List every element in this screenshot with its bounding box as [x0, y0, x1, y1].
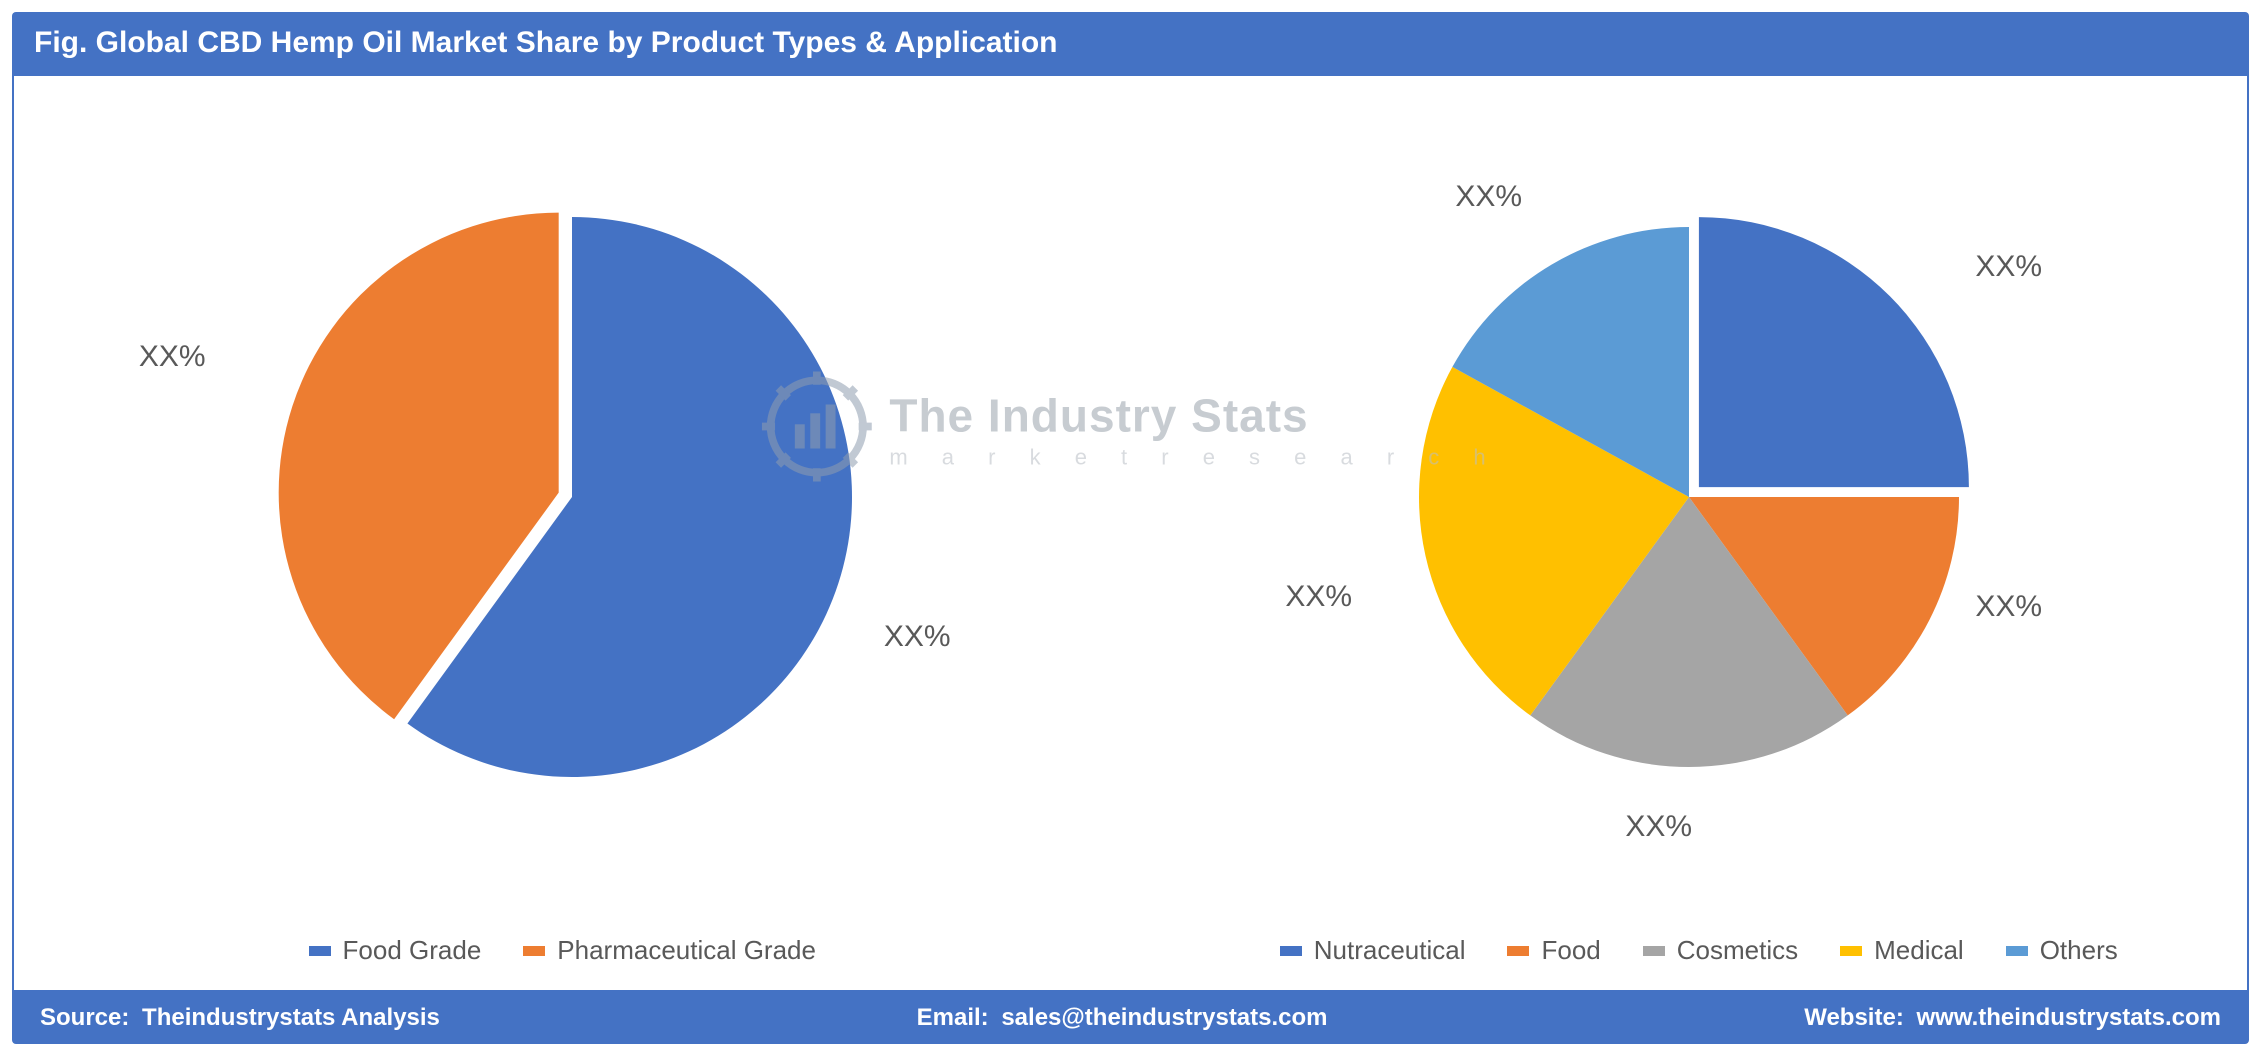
- legend-label: Food: [1541, 935, 1600, 966]
- footer-website-value: www.theindustrystats.com: [1916, 1004, 2221, 1031]
- legend-label: Cosmetics: [1677, 935, 1798, 966]
- footer-source-label: Source:: [40, 1004, 129, 1031]
- footer-email: Email: sales@theindustrystats.com: [917, 1004, 1328, 1032]
- legend-row: Food Grade Pharmaceutical Grade Nutraceut…: [14, 917, 2247, 990]
- pie-chart-product-types: XX% XX%: [14, 76, 1131, 917]
- legend-swatch: [523, 946, 545, 956]
- legend-right-item: Others: [2006, 935, 2118, 966]
- legend-left-item: Pharmaceutical Grade: [523, 935, 816, 966]
- pie-right-svg: [1389, 197, 1989, 797]
- legend-swatch: [1507, 946, 1529, 956]
- pie-left-slice-label: XX%: [884, 620, 951, 654]
- footer-website: Website: www.theindustrystats.com: [1804, 1004, 2221, 1032]
- pie-left-wrap: XX%XX%: [262, 187, 882, 807]
- pie-right-slice-label: XX%: [1975, 250, 2042, 284]
- pie-right-slice-label: XX%: [1625, 810, 1692, 844]
- legend-swatch: [309, 946, 331, 956]
- footer-bar: Source: Theindustrystats Analysis Email:…: [12, 992, 2249, 1044]
- pie-right-slice-label: XX%: [1285, 580, 1352, 614]
- legend-label: Nutraceutical: [1314, 935, 1466, 966]
- figure-title-bar: Fig. Global CBD Hemp Oil Market Share by…: [12, 12, 2249, 74]
- legend-application: Nutraceutical Food Cosmetics Medical Others: [1151, 935, 2248, 966]
- legend-right-item: Medical: [1840, 935, 1964, 966]
- legend-left-item: Food Grade: [309, 935, 482, 966]
- legend-swatch: [2006, 946, 2028, 956]
- legend-product-types: Food Grade Pharmaceutical Grade: [14, 935, 1111, 966]
- charts-row: XX% XX% XX% XX% XX% XX% XX%: [14, 76, 2247, 917]
- footer-source-value: Theindustrystats Analysis: [142, 1004, 440, 1031]
- figure-title: Fig. Global CBD Hemp Oil Market Share by…: [34, 26, 1058, 59]
- footer-email-value: sales@theindustrystats.com: [1001, 1004, 1327, 1031]
- legend-swatch: [1280, 946, 1302, 956]
- pie-right-slice-label: XX%: [1455, 180, 1522, 214]
- figure-container: Fig. Global CBD Hemp Oil Market Share by…: [12, 12, 2249, 1044]
- legend-right-item: Nutraceutical: [1280, 935, 1466, 966]
- legend-label: Others: [2040, 935, 2118, 966]
- pie-chart-application: XX% XX% XX% XX% XX%: [1131, 76, 2248, 917]
- legend-swatch: [1643, 946, 1665, 956]
- legend-label: Medical: [1874, 935, 1964, 966]
- footer-email-label: Email:: [917, 1004, 989, 1031]
- footer-website-label: Website:: [1804, 1004, 1904, 1031]
- pie-right-slice-label: XX%: [1975, 590, 2042, 624]
- legend-swatch: [1840, 946, 1862, 956]
- legend-right-item: Food: [1507, 935, 1600, 966]
- legend-right-item: Cosmetics: [1643, 935, 1798, 966]
- legend-label: Food Grade: [343, 935, 482, 966]
- footer-source: Source: Theindustrystats Analysis: [40, 1004, 440, 1032]
- chart-panel: XX% XX% XX% XX% XX% XX% XX%: [12, 74, 2249, 992]
- legend-label: Pharmaceutical Grade: [557, 935, 816, 966]
- pie-left-slice-label: XX%: [139, 340, 206, 374]
- pie-right-wrap: XX%XX%XX%XX%XX%: [1389, 197, 1989, 797]
- pie-left-svg: [262, 187, 882, 807]
- pie-right-slice: [1699, 217, 1969, 487]
